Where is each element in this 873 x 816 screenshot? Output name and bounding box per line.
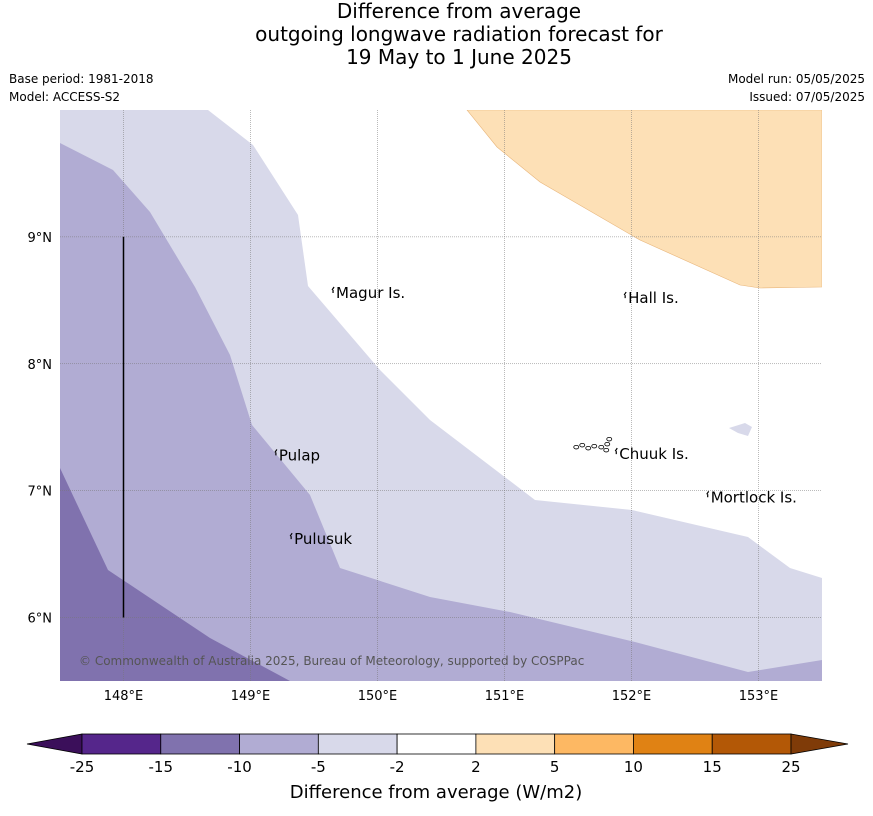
colorbar-tick-label: -2: [390, 758, 405, 776]
island-label: Pulap: [279, 446, 320, 464]
meta-right: Model run: 05/05/2025 Issued: 07/05/2025: [728, 70, 865, 106]
colorbar-extend-high: [790, 733, 849, 755]
map-fill-layer: [60, 110, 822, 681]
axis-ticks: 148°E 149°E 150°E 151°E 152°E 153°E 6°N 7°N 8°N 9…: [28, 231, 779, 704]
chuuk-islet: [585, 445, 592, 451]
colorbar-tick-label: -25: [70, 758, 95, 776]
map-background: [60, 110, 822, 681]
gridlines: [60, 110, 822, 681]
title-line-2: outgoing longwave radiation forecast for: [255, 22, 663, 46]
lon-tick-label: 151°E: [485, 689, 525, 704]
meta-left: Base period: 1981-2018 Model: ACCESS-S2: [9, 70, 154, 106]
colorbar-tick-label: -5: [311, 758, 326, 776]
colorbar-extend-low: [26, 733, 83, 755]
copyright-text: © Commonwealth of Australia 2025, Bureau…: [79, 654, 584, 668]
model-run-text: Model run: 05/05/2025: [727, 72, 865, 86]
colorbar-segment: [711, 733, 792, 755]
island-label: Magur Is.: [336, 284, 405, 302]
colorbar-label: Difference from average (W/m2): [290, 782, 582, 803]
colorbar-tick-label: 5: [550, 758, 560, 776]
colorbar-tick-label: 15: [703, 758, 722, 776]
colorbar-segment: [81, 733, 162, 755]
lon-tick-label: 148°E: [104, 689, 144, 704]
island-marker: [706, 490, 710, 498]
chuuk-islet: [573, 444, 580, 450]
colorbar-tick-label: 25: [781, 758, 800, 776]
islands: Magur Is. Hall Is. Pulap Chuuk Is. Mortlock …: [274, 284, 797, 548]
title-line-1: Difference from average: [336, 0, 582, 23]
island-label: Hall Is.: [628, 289, 679, 307]
lat-tick-label: 8°N: [28, 358, 53, 373]
region-2-to-5: [466, 110, 822, 289]
issued-text: Issued: 07/05/2025: [749, 90, 865, 104]
colorbar: -25 -15 -10 -5 -2 2 5 10 15 25: [26, 733, 849, 776]
island-marker: [614, 447, 618, 455]
colorbar-tick-label: -15: [149, 758, 174, 776]
colorbar-tick-label: 10: [624, 758, 643, 776]
chuuk-islet: [591, 443, 598, 449]
chuuk-islet: [603, 447, 610, 453]
lon-tick-label: 152°E: [612, 689, 652, 704]
base-period-text: Base period: 1981-2018: [9, 72, 154, 86]
small-lavender-patch: [729, 423, 752, 436]
lat-tick-label: 7°N: [28, 485, 53, 500]
island-label: Pulusuk: [294, 530, 352, 548]
region-minus15-to-minus10: [60, 468, 290, 681]
lon-tick-label: 149°E: [231, 689, 271, 704]
region-minus10-to-minus5: [60, 143, 822, 681]
colorbar-segment: [633, 733, 713, 755]
colorbar-segment: [160, 733, 240, 755]
colorbar-segment: [239, 733, 319, 755]
lat-tick-label: 6°N: [28, 612, 53, 627]
colorbar-segment: [554, 733, 634, 755]
chuuk-islet: [598, 444, 605, 450]
lat-tick-label: 9°N: [28, 231, 53, 246]
colorbar-segment: [317, 733, 398, 755]
colorbar-tick-label: 2: [471, 758, 481, 776]
chuuk-islet: [579, 442, 586, 448]
colorbar-segment: [396, 733, 477, 755]
chart-title: Difference from average outgoing longwav…: [0, 0, 873, 69]
region-minus5-to-minus2: [60, 110, 822, 681]
lon-tick-label: 153°E: [739, 689, 779, 704]
model-text: Model: ACCESS-S2: [9, 90, 121, 104]
island-marker: [274, 449, 278, 456]
island-label: Chuuk Is.: [619, 445, 688, 463]
lon-tick-label: 150°E: [358, 689, 398, 704]
island-marker: [331, 286, 335, 293]
island-marker: [289, 532, 293, 540]
colorbar-segment: [475, 733, 556, 755]
title-line-3: 19 May to 1 June 2025: [346, 45, 572, 69]
colorbar-tick-label: -10: [227, 758, 252, 776]
chuuk-islet: [604, 441, 611, 447]
island-marker: [623, 291, 627, 299]
chuuk-islet: [606, 436, 613, 442]
island-label: Mortlock Is.: [711, 488, 797, 506]
